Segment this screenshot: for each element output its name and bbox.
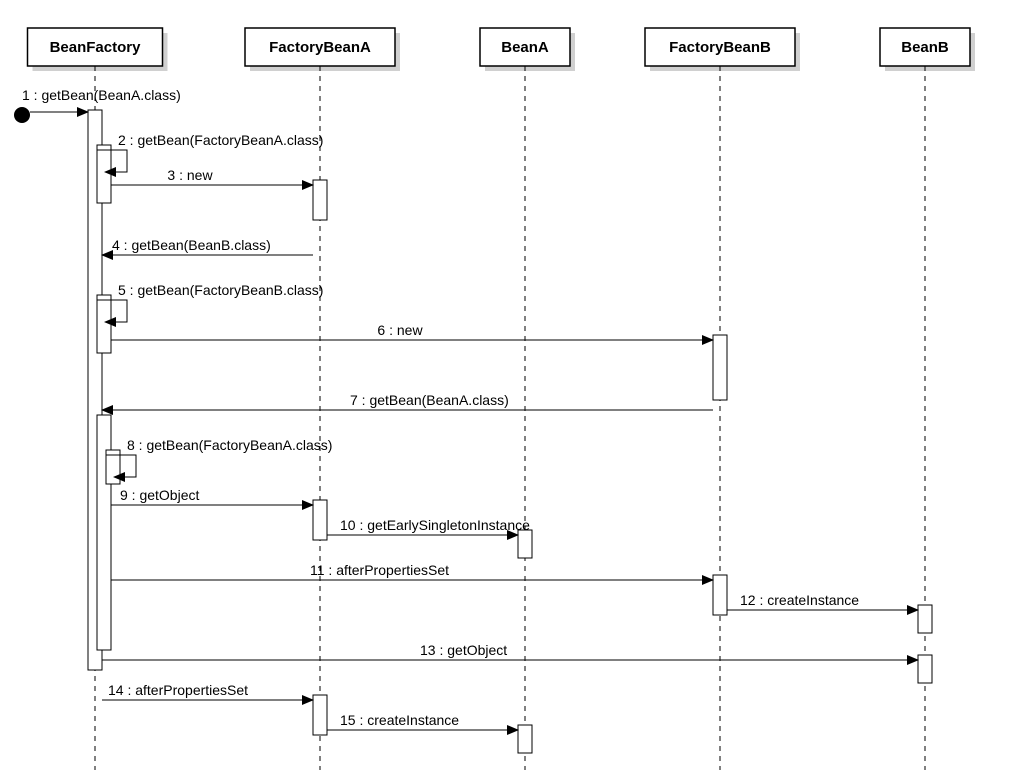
start-marker (14, 107, 30, 123)
message-label: 9 : getObject (120, 487, 199, 503)
participant-label: FactoryBeanA (269, 39, 371, 56)
message-label: 8 : getBean(FactoryBeanA.class) (127, 437, 332, 453)
activation (97, 145, 111, 203)
message-label: 15 : createInstance (340, 712, 459, 728)
activation (918, 655, 932, 683)
message-label: 5 : getBean(FactoryBeanB.class) (118, 282, 323, 298)
activation (97, 295, 111, 353)
activation (518, 530, 532, 558)
sequence-diagram: BeanFactory FactoryBeanA BeanA FactoryBeanB… (0, 0, 1030, 777)
activation (713, 335, 727, 400)
message-label: 3 : new (167, 167, 213, 183)
message-label: 4 : getBean(BeanB.class) (112, 237, 271, 253)
activation (518, 725, 532, 753)
activation (313, 695, 327, 735)
message-label: 10 : getEarlySingletonInstance (340, 517, 530, 533)
participant-label: FactoryBeanB (669, 39, 771, 56)
message-label: 7 : getBean(BeanA.class) (350, 392, 509, 408)
message-label: 13 : getObject (420, 642, 507, 658)
activation (313, 180, 327, 220)
message-label: 1 : getBean(BeanA.class) (22, 87, 181, 103)
participant-label: BeanA (501, 39, 549, 56)
activation (713, 575, 727, 615)
message-label: 11 : afterPropertiesSet (310, 562, 449, 578)
message-label: 6 : new (377, 322, 423, 338)
message-label: 14 : afterPropertiesSet (108, 682, 248, 698)
participant-label: BeanB (901, 39, 949, 56)
participant-label: BeanFactory (50, 39, 142, 56)
activation (313, 500, 327, 540)
message-label: 2 : getBean(FactoryBeanA.class) (118, 132, 323, 148)
activation (918, 605, 932, 633)
message-label: 12 : createInstance (740, 592, 859, 608)
